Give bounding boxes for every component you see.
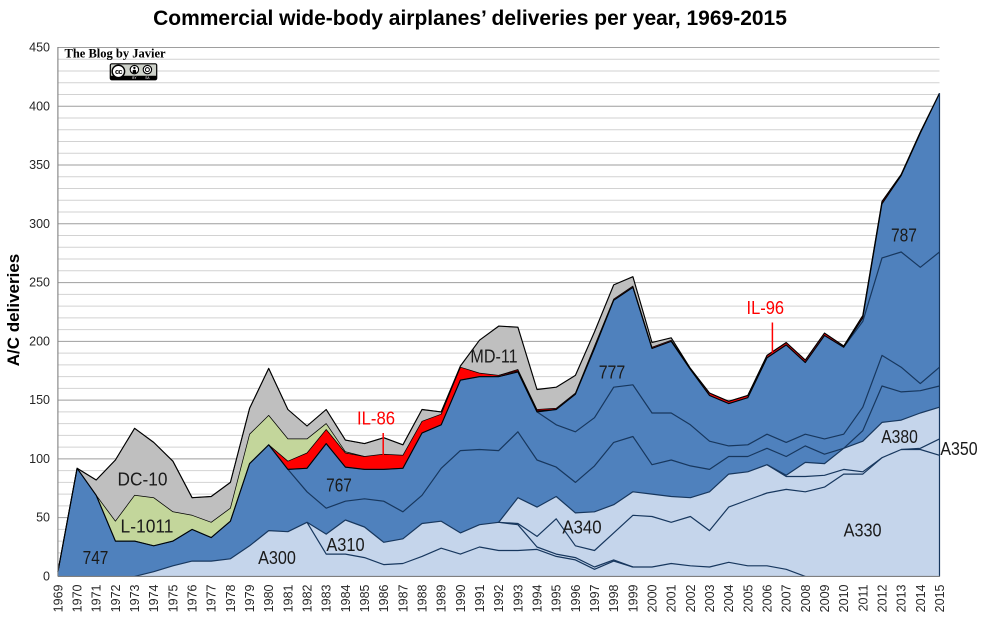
svg-text:A310: A310 [326, 534, 364, 555]
svg-text:2001: 2001 [665, 584, 679, 612]
svg-text:2003: 2003 [703, 584, 717, 612]
svg-text:1977: 1977 [205, 584, 219, 612]
svg-text:2013: 2013 [895, 584, 909, 612]
svg-text:1978: 1978 [224, 584, 238, 612]
svg-text:0: 0 [43, 569, 50, 583]
svg-text:450: 450 [29, 41, 50, 55]
svg-text:1992: 1992 [492, 584, 506, 612]
svg-text:1995: 1995 [550, 584, 564, 612]
svg-text:1999: 1999 [626, 584, 640, 612]
svg-text:1985: 1985 [358, 584, 372, 612]
svg-text:2011: 2011 [856, 584, 870, 611]
svg-text:1989: 1989 [435, 584, 449, 612]
svg-text:1990: 1990 [454, 584, 468, 612]
svg-text:1984: 1984 [339, 584, 353, 612]
svg-text:2015: 2015 [933, 584, 947, 612]
svg-text:Commercial wide-body airplanes: Commercial wide-body airplanes’ deliveri… [153, 7, 787, 30]
svg-text:1981: 1981 [281, 584, 295, 612]
svg-text:300: 300 [29, 217, 50, 231]
svg-text:1971: 1971 [90, 584, 104, 612]
svg-text:cc: cc [115, 67, 122, 76]
svg-text:2009: 2009 [818, 584, 832, 612]
svg-text:1991: 1991 [473, 584, 487, 612]
svg-text:L-1011: L-1011 [121, 516, 174, 537]
svg-text:1997: 1997 [588, 584, 602, 612]
svg-text:2010: 2010 [837, 584, 851, 612]
svg-text:The Blog by Javier: The Blog by Javier [65, 47, 166, 61]
svg-text:A/C deliveries: A/C deliveries [4, 254, 23, 366]
svg-text:350: 350 [29, 158, 50, 172]
svg-text:1980: 1980 [262, 584, 276, 612]
svg-text:1982: 1982 [301, 584, 315, 612]
svg-text:1986: 1986 [377, 584, 391, 612]
svg-text:2000: 2000 [646, 584, 660, 612]
svg-text:1975: 1975 [166, 584, 180, 612]
svg-text:250: 250 [29, 276, 50, 290]
svg-text:1987: 1987 [396, 584, 410, 612]
svg-text:400: 400 [29, 99, 50, 113]
svg-text:2005: 2005 [741, 584, 755, 612]
svg-text:767: 767 [326, 475, 352, 496]
svg-text:1993: 1993 [511, 584, 525, 612]
svg-text:DC-10: DC-10 [118, 469, 168, 490]
svg-text:150: 150 [29, 393, 50, 407]
svg-text:2004: 2004 [722, 584, 736, 612]
svg-text:1988: 1988 [416, 584, 430, 612]
svg-text:747: 747 [83, 547, 109, 568]
svg-text:1994: 1994 [531, 584, 545, 612]
svg-text:1973: 1973 [128, 584, 142, 612]
svg-text:A330: A330 [844, 520, 882, 541]
svg-text:2007: 2007 [780, 584, 794, 612]
svg-text:A380: A380 [881, 426, 918, 447]
svg-text:BY: BY [132, 76, 137, 80]
svg-text:100: 100 [29, 452, 50, 466]
svg-text:A300: A300 [258, 547, 296, 568]
svg-text:50: 50 [36, 511, 50, 525]
svg-text:2014: 2014 [914, 584, 928, 612]
svg-text:IL-96: IL-96 [747, 297, 785, 318]
svg-text:SA: SA [145, 76, 150, 80]
svg-text:1970: 1970 [71, 584, 85, 612]
svg-text:2002: 2002 [684, 584, 698, 612]
svg-text:787: 787 [891, 225, 917, 246]
svg-text:200: 200 [29, 334, 50, 348]
svg-text:A350: A350 [940, 438, 977, 459]
svg-text:1996: 1996 [569, 584, 583, 612]
svg-text:1979: 1979 [243, 584, 257, 612]
svg-text:A340: A340 [562, 517, 601, 538]
svg-text:1983: 1983 [320, 584, 334, 612]
svg-text:2006: 2006 [761, 584, 775, 612]
svg-text:IL-86: IL-86 [357, 408, 395, 429]
svg-text:2008: 2008 [799, 584, 813, 612]
svg-text:1974: 1974 [147, 584, 161, 612]
svg-text:2012: 2012 [876, 584, 890, 612]
svg-text:1972: 1972 [109, 584, 123, 612]
svg-text:777: 777 [599, 362, 626, 383]
svg-text:1969: 1969 [51, 584, 65, 612]
svg-text:1998: 1998 [607, 584, 621, 612]
svg-text:1976: 1976 [186, 584, 200, 612]
svg-text:MD-11: MD-11 [470, 346, 517, 367]
